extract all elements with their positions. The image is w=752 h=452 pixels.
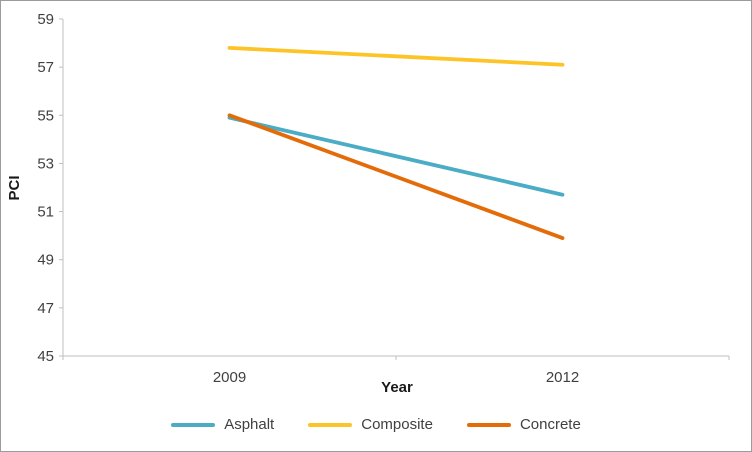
y-tick-label: 57 [37,59,54,76]
series-line-concrete [227,113,565,240]
x-tick-label: 2009 [213,369,246,386]
y-tick-label: 55 [37,107,54,124]
legend-label: Asphalt [224,416,275,433]
legend-swatch-concrete [466,422,511,427]
legend-label: Concrete [519,416,581,433]
legend: Asphalt Composite Concrete [1,416,751,433]
y-tick-label: 45 [37,348,54,365]
y-tick-label: 49 [37,252,54,269]
y-tick-label: 53 [37,155,54,172]
legend-item-composite: Composite [308,416,433,433]
legend-item-concrete: Concrete [466,416,581,433]
series-line-asphalt [227,115,565,197]
x-axis-title: Year [381,379,413,396]
legend-swatch-asphalt [171,422,216,427]
x-tick-label: 2012 [546,369,579,386]
legend-swatch-composite [308,422,353,427]
y-tick-label: 47 [37,300,54,317]
series-line-composite [227,45,565,67]
legend-item-asphalt: Asphalt [171,416,274,433]
legend-label: Composite [361,416,433,433]
y-tick-label: 51 [37,204,54,221]
y-axis-title: PCI [6,175,23,200]
y-tick-label: 59 [37,11,54,28]
